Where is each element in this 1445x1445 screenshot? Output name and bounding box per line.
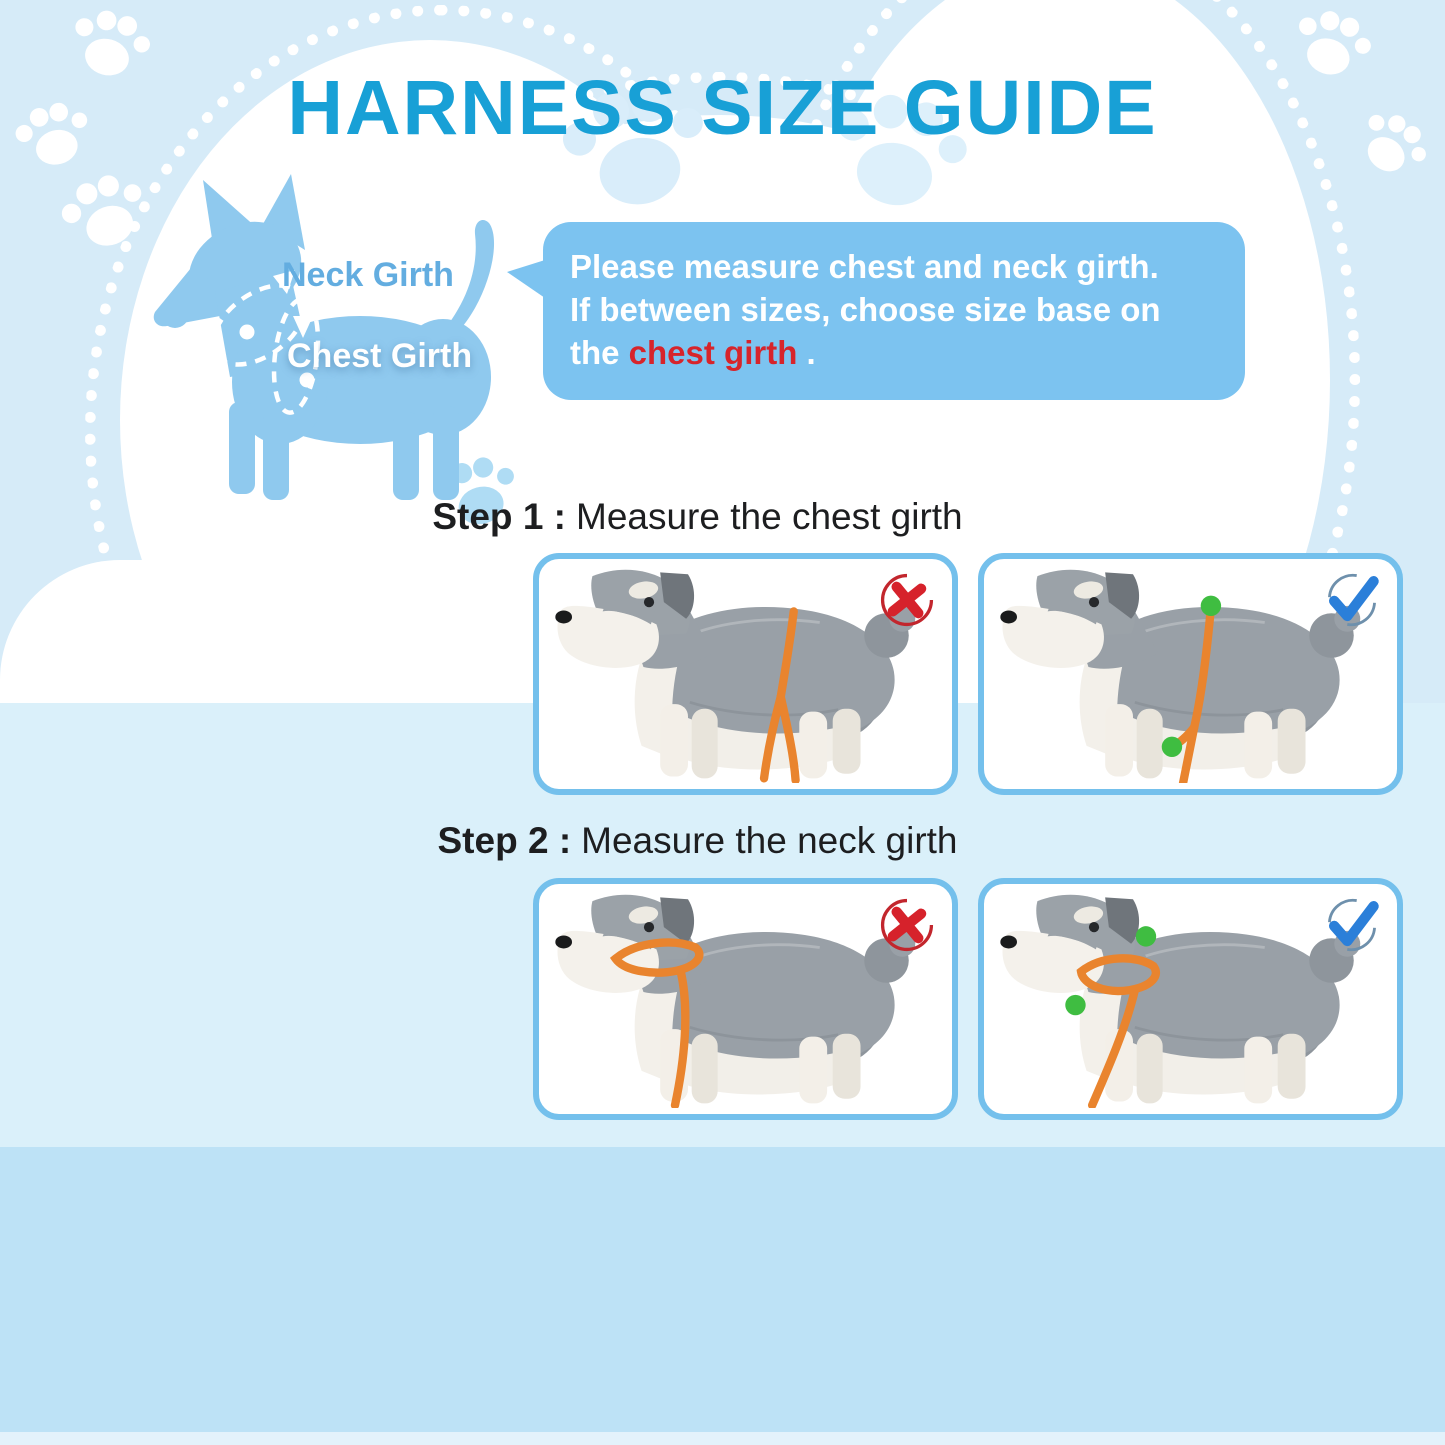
check-icon (1321, 569, 1383, 631)
size-table-section: Size XXXS XXS XS S M L Chest (in) 11-13 … (0, 1147, 1445, 1432)
step2-wrong-photo-card (533, 878, 958, 1120)
green-dot-marker (1135, 926, 1157, 947)
neck-girth-label: Neck Girth (282, 256, 454, 294)
cross-icon (876, 569, 938, 631)
neck-girth-dashed-ellipse (210, 283, 308, 367)
dog-measuring-diagram (145, 172, 507, 504)
green-dot-marker (1065, 994, 1086, 1016)
chest-girth-dashed-ellipse (271, 297, 321, 415)
green-dot-marker (1200, 595, 1222, 617)
measuring-tape (759, 607, 800, 783)
step1-correct-photo-card (978, 553, 1403, 795)
step-1-heading: Step 1 : Measure the chest girth (432, 496, 963, 537)
chest-arrow-icon (293, 316, 313, 338)
chihuahua-silhouette-icon (153, 174, 495, 500)
chest-girth-highlight: chest girth (628, 334, 798, 371)
green-dot-marker (1161, 736, 1183, 758)
tip-line-3: the chest girth . (570, 334, 816, 371)
page-title: HARNESS SIZE GUIDE (287, 65, 1158, 151)
tip-line-2: If between sizes, choose size base on (570, 291, 1161, 328)
chest-girth-label: Chest Girth (287, 337, 473, 375)
step-2-heading: Step 2 : Measure the neck girth (437, 820, 958, 861)
dog-photo-wrong-chest (547, 565, 944, 783)
measuring-tape (609, 938, 704, 1108)
cross-icon (876, 894, 938, 956)
step2-correct-photo-card (978, 878, 1403, 1120)
neck-arrow-icon (273, 270, 295, 294)
measuring-tape (1076, 954, 1161, 1108)
check-icon (1321, 894, 1383, 956)
bottom-strip (0, 1432, 1445, 1445)
step1-wrong-photo-card (533, 553, 958, 795)
dog-photo-correct-chest (992, 565, 1389, 783)
tip-line-1: Please measure chest and neck girth. (570, 248, 1159, 285)
measuring-tip-bubble: Please measure chest and neck girth. If … (507, 222, 1245, 400)
dog-photo-correct-neck (992, 890, 1389, 1108)
dog-photo-wrong-neck (547, 890, 944, 1108)
